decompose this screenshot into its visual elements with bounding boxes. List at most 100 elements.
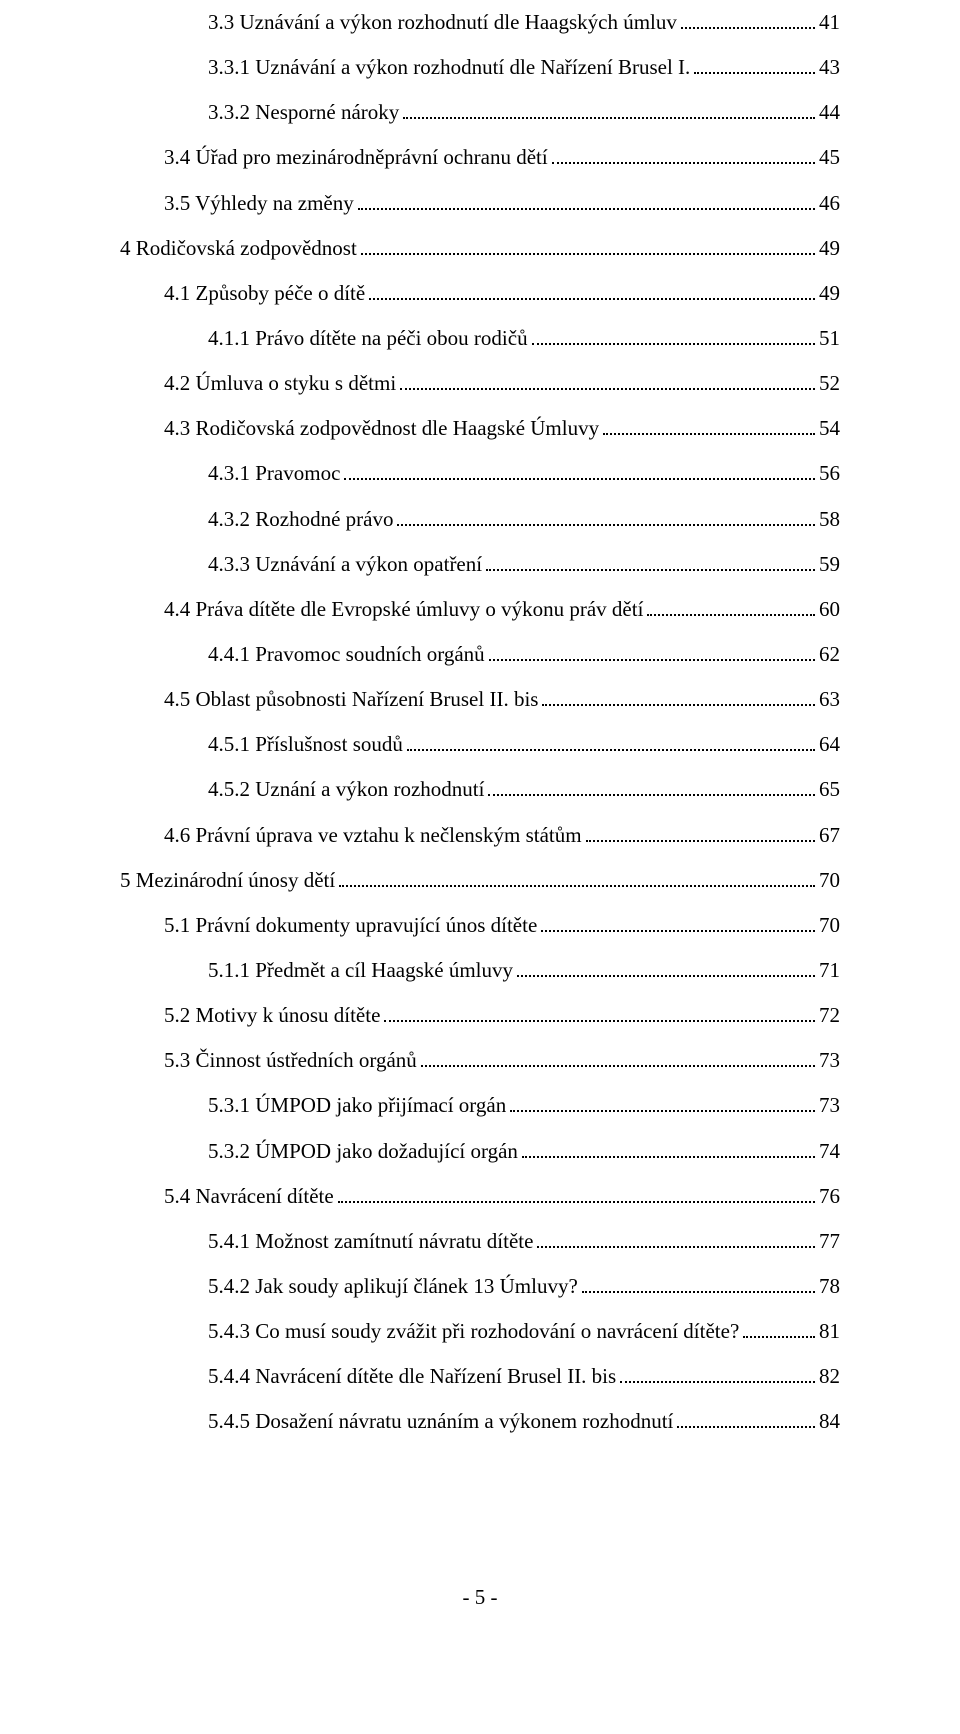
toc-entry: 4.4.1 Pravomoc soudních orgánů 62 bbox=[120, 632, 840, 677]
toc-dot-leader bbox=[344, 460, 815, 481]
toc-page-number: 46 bbox=[819, 181, 840, 226]
toc-page-number: 70 bbox=[819, 858, 840, 903]
toc-label: 4.6 Právní úprava ve vztahu k nečlenským… bbox=[164, 813, 582, 858]
toc-page-number: 63 bbox=[819, 677, 840, 722]
toc-label: 4.3.2 Rozhodné právo bbox=[208, 497, 393, 542]
toc-dot-leader bbox=[510, 1091, 815, 1112]
toc-entry: 5 Mezinárodní únosy dětí 70 bbox=[120, 858, 840, 903]
toc-label: 5.2 Motivy k únosu dítěte bbox=[164, 993, 380, 1038]
toc-dot-leader bbox=[522, 1137, 815, 1158]
toc-entry: 4.1 Způsoby péče o dítě49 bbox=[120, 271, 840, 316]
toc-dot-leader bbox=[361, 234, 815, 255]
toc-label: 5.1 Právní dokumenty upravující únos dít… bbox=[164, 903, 537, 948]
toc-entry: 3.3 Uznávání a výkon rozhodnutí dle Haag… bbox=[120, 0, 840, 45]
toc-page-number: 41 bbox=[819, 0, 840, 45]
toc-entry: 5.3.2 ÚMPOD jako dožadující orgán 74 bbox=[120, 1129, 840, 1174]
toc-dot-leader bbox=[489, 640, 815, 661]
toc-page-number: 82 bbox=[819, 1354, 840, 1399]
toc-dot-leader bbox=[603, 414, 815, 435]
toc-page-number: 78 bbox=[819, 1264, 840, 1309]
toc-label: 4.1.1 Právo dítěte na péči obou rodičů bbox=[208, 316, 528, 361]
toc-entry: 4.3 Rodičovská zodpovědnost dle Haagské … bbox=[120, 406, 840, 451]
toc-entry: 3.4 Úřad pro mezinárodněprávní ochranu d… bbox=[120, 135, 840, 180]
toc-label: 4.5.2 Uznání a výkon rozhodnutí bbox=[208, 767, 484, 812]
toc-label: 5.3.1 ÚMPOD jako přijímací orgán bbox=[208, 1083, 506, 1128]
toc-dot-leader bbox=[537, 1227, 815, 1248]
toc-label: 3.3 Uznávání a výkon rozhodnutí dle Haag… bbox=[208, 0, 677, 45]
toc-label: 4 Rodičovská zodpovědnost bbox=[120, 226, 357, 271]
toc-label: 5.1.1 Předmět a cíl Haagské úmluvy bbox=[208, 948, 513, 993]
toc-entry: 4.5 Oblast působnosti Nařízení Brusel II… bbox=[120, 677, 840, 722]
toc-page-number: 58 bbox=[819, 497, 840, 542]
toc-entry: 5.2 Motivy k únosu dítěte 72 bbox=[120, 993, 840, 1038]
toc-dot-leader bbox=[369, 279, 815, 300]
toc-dot-leader bbox=[743, 1317, 815, 1338]
toc-page-number: 44 bbox=[819, 90, 840, 135]
toc-entry: 4.2 Úmluva o styku s dětmi 52 bbox=[120, 361, 840, 406]
toc-label: 5.4.3 Co musí soudy zvážit při rozhodová… bbox=[208, 1309, 739, 1354]
toc-entry: 5.4.1 Možnost zamítnutí návratu dítěte77 bbox=[120, 1219, 840, 1264]
toc-dot-leader bbox=[403, 98, 815, 119]
toc-dot-leader bbox=[541, 911, 815, 932]
toc-dot-leader bbox=[620, 1362, 815, 1383]
toc-label: 4.2 Úmluva o styku s dětmi bbox=[164, 361, 396, 406]
table-of-contents: 3.3 Uznávání a výkon rozhodnutí dle Haag… bbox=[120, 0, 840, 1445]
toc-label: 5.4 Navrácení dítěte bbox=[164, 1174, 334, 1219]
toc-entry: 5.4.2 Jak soudy aplikují článek 13 Úmluv… bbox=[120, 1264, 840, 1309]
toc-entry: 3.3.2 Nesporné nároky 44 bbox=[120, 90, 840, 135]
toc-label: 4.4.1 Pravomoc soudních orgánů bbox=[208, 632, 485, 677]
toc-page-number: 81 bbox=[819, 1309, 840, 1354]
toc-dot-leader bbox=[647, 595, 815, 616]
toc-label: 3.3.1 Uznávání a výkon rozhodnutí dle Na… bbox=[208, 45, 690, 90]
toc-entry: 4.4 Práva dítěte dle Evropské úmluvy o v… bbox=[120, 587, 840, 632]
toc-page-number: 52 bbox=[819, 361, 840, 406]
toc-entry: 4.5.2 Uznání a výkon rozhodnutí 65 bbox=[120, 767, 840, 812]
toc-page-number: 65 bbox=[819, 767, 840, 812]
page-container: 3.3 Uznávání a výkon rozhodnutí dle Haag… bbox=[0, 0, 960, 1620]
toc-page-number: 49 bbox=[819, 226, 840, 271]
toc-page-number: 74 bbox=[819, 1129, 840, 1174]
toc-dot-leader bbox=[532, 324, 815, 345]
toc-page-number: 67 bbox=[819, 813, 840, 858]
toc-dot-leader bbox=[582, 1272, 815, 1293]
toc-label: 5.4.4 Navrácení dítěte dle Nařízení Brus… bbox=[208, 1354, 616, 1399]
toc-page-number: 84 bbox=[819, 1399, 840, 1444]
toc-dot-leader bbox=[517, 956, 815, 977]
toc-label: 4.5.1 Příslušnost soudů bbox=[208, 722, 403, 767]
toc-page-number: 70 bbox=[819, 903, 840, 948]
toc-dot-leader bbox=[488, 776, 815, 797]
toc-page-number: 72 bbox=[819, 993, 840, 1038]
toc-dot-leader bbox=[400, 369, 815, 390]
toc-entry: 5.4.5 Dosažení návratu uznáním a výkonem… bbox=[120, 1399, 840, 1444]
toc-dot-leader bbox=[552, 144, 815, 165]
toc-label: 4.5 Oblast působnosti Nařízení Brusel II… bbox=[164, 677, 538, 722]
toc-label: 5.3.2 ÚMPOD jako dožadující orgán bbox=[208, 1129, 518, 1174]
toc-entry: 4.3.2 Rozhodné právo 58 bbox=[120, 497, 840, 542]
toc-page-number: 56 bbox=[819, 451, 840, 496]
toc-entry: 5.4.4 Navrácení dítěte dle Nařízení Brus… bbox=[120, 1354, 840, 1399]
toc-page-number: 54 bbox=[819, 406, 840, 451]
toc-page-number: 62 bbox=[819, 632, 840, 677]
toc-label: 5.4.5 Dosažení návratu uznáním a výkonem… bbox=[208, 1399, 673, 1444]
toc-label: 3.3.2 Nesporné nároky bbox=[208, 90, 399, 135]
toc-entry: 4 Rodičovská zodpovědnost 49 bbox=[120, 226, 840, 271]
toc-entry: 4.1.1 Právo dítěte na péči obou rodičů51 bbox=[120, 316, 840, 361]
toc-page-number: 64 bbox=[819, 722, 840, 767]
toc-label: 4.3 Rodičovská zodpovědnost dle Haagské … bbox=[164, 406, 599, 451]
toc-page-number: 43 bbox=[819, 45, 840, 90]
toc-page-number: 73 bbox=[819, 1038, 840, 1083]
toc-dot-leader bbox=[542, 685, 815, 706]
toc-dot-leader bbox=[421, 1046, 815, 1067]
toc-page-number: 71 bbox=[819, 948, 840, 993]
toc-label: 5.4.1 Možnost zamítnutí návratu dítěte bbox=[208, 1219, 533, 1264]
toc-entry: 4.5.1 Příslušnost soudů 64 bbox=[120, 722, 840, 767]
toc-label: 4.4 Práva dítěte dle Evropské úmluvy o v… bbox=[164, 587, 643, 632]
toc-label: 5 Mezinárodní únosy dětí bbox=[120, 858, 335, 903]
toc-dot-leader bbox=[586, 821, 815, 842]
toc-label: 4.3.1 Pravomoc bbox=[208, 451, 340, 496]
toc-label: 5.4.2 Jak soudy aplikují článek 13 Úmluv… bbox=[208, 1264, 578, 1309]
toc-entry: 4.3.1 Pravomoc 56 bbox=[120, 451, 840, 496]
toc-entry: 3.5 Výhledy na změny46 bbox=[120, 181, 840, 226]
toc-label: 5.3 Činnost ústředních orgánů bbox=[164, 1038, 417, 1083]
toc-entry: 5.4 Navrácení dítěte76 bbox=[120, 1174, 840, 1219]
